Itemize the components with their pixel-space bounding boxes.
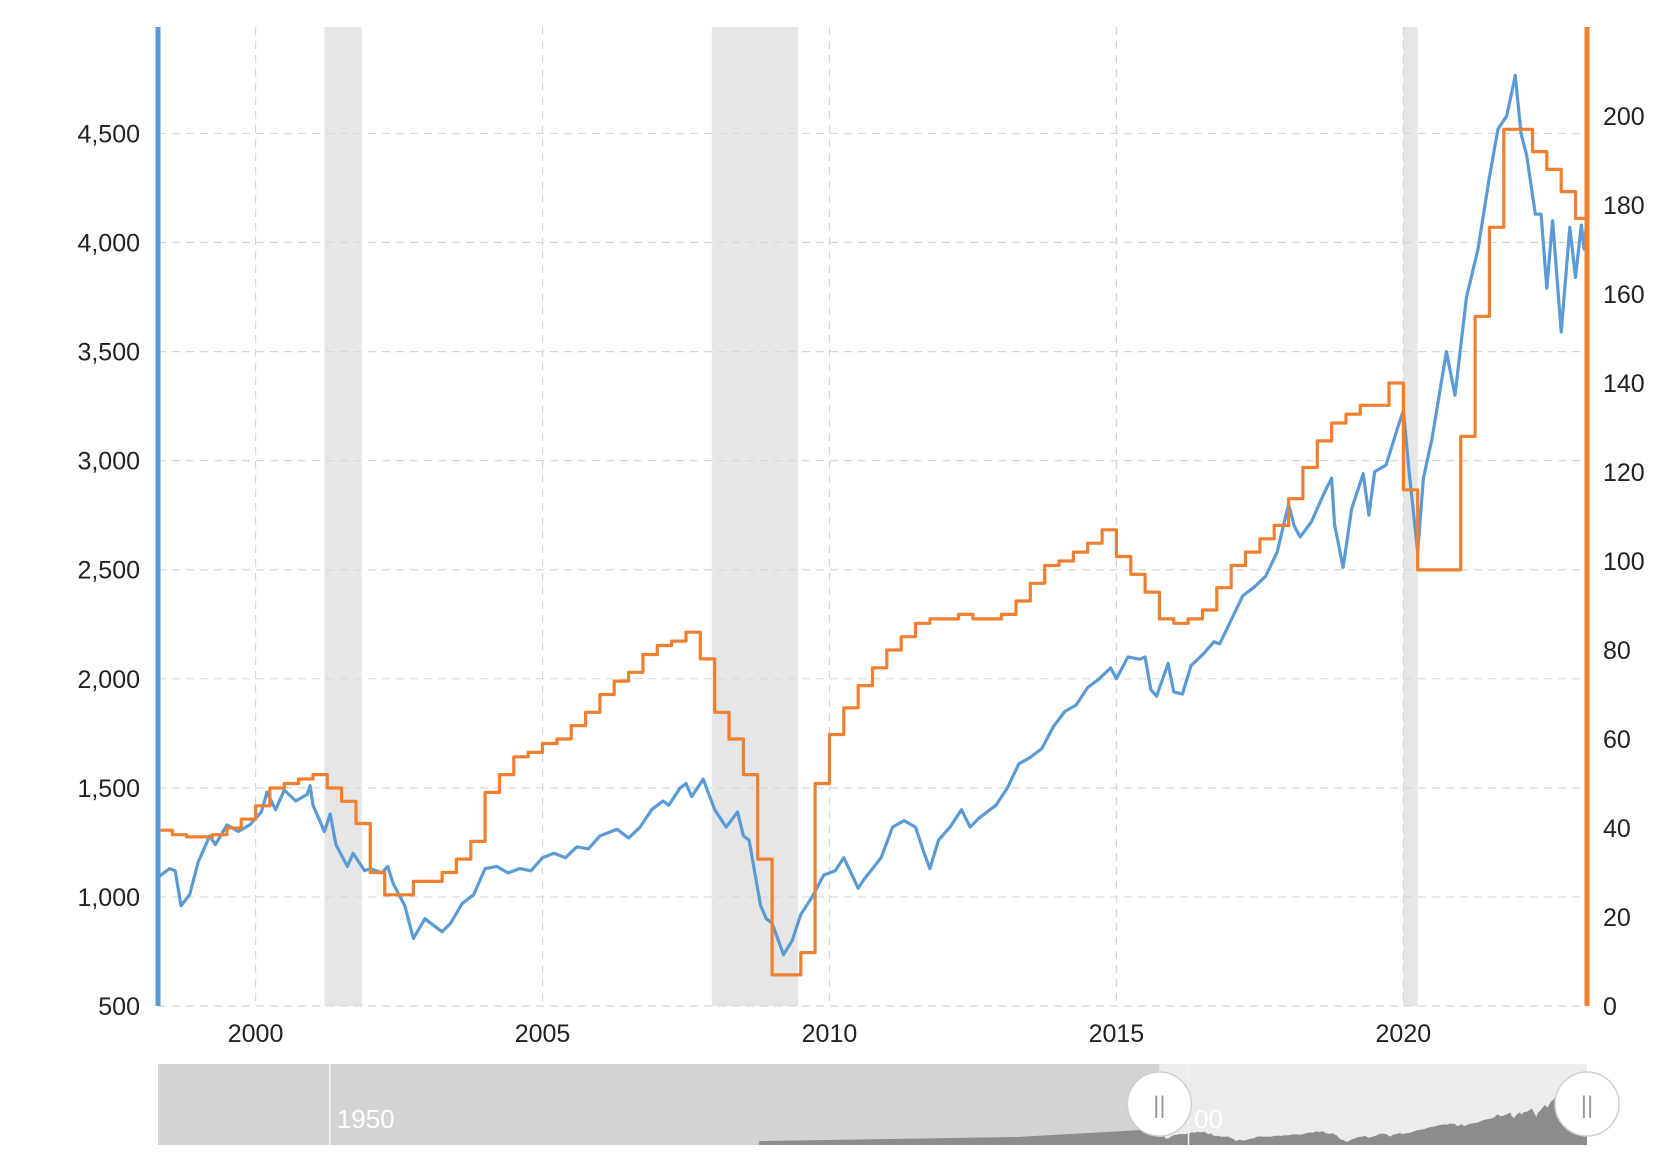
x-tick-label: 2015 [1089, 1020, 1145, 1048]
handle-grip-icon: || [1153, 1092, 1165, 1119]
range-navigator[interactable]: 1950 00 || || [158, 1064, 1620, 1145]
right-tick-label: 80 [1603, 637, 1631, 665]
recession-band [711, 27, 798, 1006]
series-line-right [158, 127, 1587, 977]
navigator-label-2000: 00 [1194, 1104, 1223, 1134]
x-tick-label: 2000 [228, 1020, 284, 1048]
left-tick-label: 4,500 [77, 120, 140, 148]
series-lines [157, 73, 1589, 977]
right-tick-label: 160 [1603, 281, 1645, 309]
gridlines [158, 27, 1587, 1007]
x-tick-label: 2010 [802, 1020, 858, 1048]
axes: 500 1,000 1,500 2,000 2,500 3,000 3,500 4,000 4,… [77, 27, 1645, 1048]
handle-knob[interactable] [1126, 1071, 1193, 1137]
left-tick-label: 500 [98, 993, 140, 1021]
series-line-left [157, 73, 1589, 957]
left-tick-label: 2,500 [77, 557, 140, 585]
right-tick-label: 0 [1603, 993, 1617, 1021]
recession-band [324, 27, 362, 1006]
left-tick-label: 3,000 [77, 448, 140, 476]
right-tick-label: 200 [1603, 103, 1645, 131]
right-tick-label: 40 [1603, 815, 1631, 843]
x-tick-label: 2005 [515, 1020, 571, 1048]
left-tick-label: 1,000 [77, 884, 140, 912]
left-tick-label: 1,500 [77, 775, 140, 803]
left-tick-label: 2,000 [77, 666, 140, 694]
navigator-label-1950: 1950 [337, 1104, 395, 1134]
left-tick-label: 3,500 [77, 339, 140, 367]
navigator-left-handle[interactable]: || [1126, 1071, 1193, 1137]
right-tick-label: 60 [1603, 726, 1631, 754]
right-tick-label: 180 [1603, 192, 1645, 220]
recession-band [1403, 27, 1418, 1006]
right-tick-label: 20 [1603, 904, 1631, 932]
right-tick-label: 140 [1603, 370, 1645, 398]
navigator-right-handle[interactable]: || [1554, 1071, 1620, 1137]
navigator-mini-area [759, 1088, 1587, 1145]
left-tick-label: 4,000 [77, 230, 140, 258]
x-tick-label: 2020 [1376, 1020, 1432, 1048]
right-tick-label: 120 [1603, 459, 1645, 487]
recession-bands [324, 27, 1418, 1006]
handle-knob[interactable] [1554, 1071, 1620, 1137]
right-tick-label: 100 [1603, 548, 1645, 576]
handle-grip-icon: || [1581, 1092, 1593, 1119]
